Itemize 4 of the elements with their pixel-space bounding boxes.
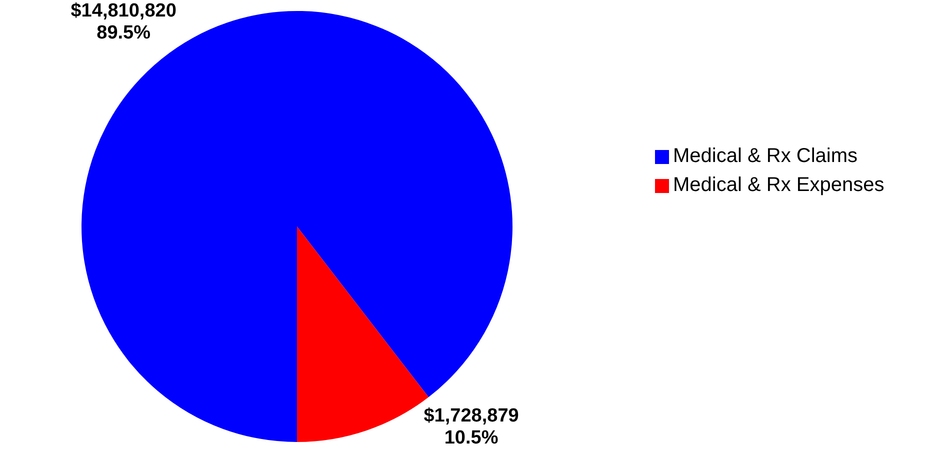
data-label: $14,810,820 89.5% bbox=[70, 0, 176, 44]
data-label: $1,728,879 10.5% bbox=[424, 406, 519, 449]
legend-label: Medical & Rx Expenses bbox=[673, 174, 884, 197]
legend-label: Medical & Rx Claims bbox=[673, 145, 858, 168]
